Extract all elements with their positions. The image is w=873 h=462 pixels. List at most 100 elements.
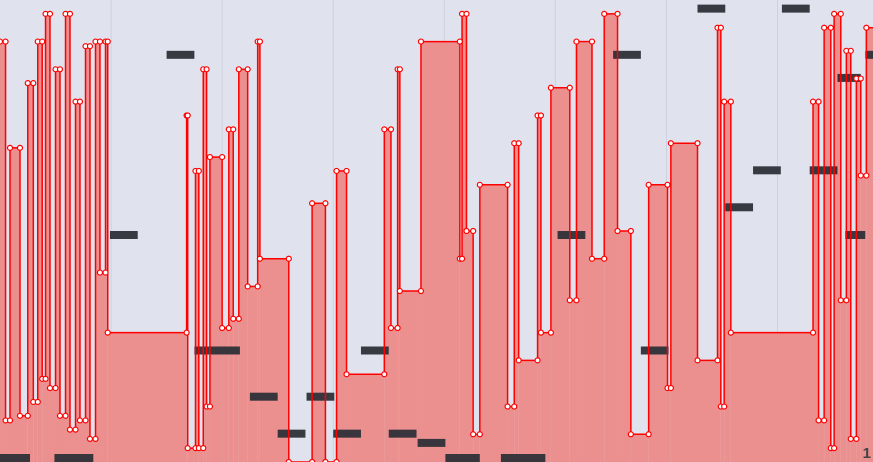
envelope-area [830, 448, 835, 462]
envelope-point [853, 435, 860, 442]
envelope-area [514, 143, 519, 462]
envelope-point [588, 255, 596, 262]
envelope-point [381, 126, 388, 133]
envelope-area [840, 300, 847, 462]
envelope-point [76, 417, 84, 424]
note [697, 4, 726, 13]
envelope-point [333, 167, 340, 175]
note [725, 203, 754, 212]
envelope-point [66, 10, 74, 17]
envelope-point [244, 283, 251, 290]
envelope-area [79, 420, 86, 462]
envelope-point [847, 435, 854, 442]
envelope-point [6, 144, 14, 151]
note [277, 429, 306, 438]
envelope-area [399, 291, 421, 462]
envelope-area [630, 434, 649, 462]
envelope-area [65, 13, 70, 462]
envelope-point [104, 329, 111, 336]
envelope-point [417, 287, 425, 295]
envelope-point [16, 412, 24, 419]
envelope-area [346, 374, 385, 462]
envelope-point [694, 357, 701, 364]
envelope-point [614, 227, 621, 235]
envelope-area [697, 360, 718, 462]
envelope-area [45, 13, 50, 462]
envelope-point [537, 329, 545, 336]
envelope-point [566, 84, 573, 91]
envelope-point [72, 426, 79, 433]
envelope-area [466, 231, 474, 462]
envelope-point [714, 357, 721, 364]
envelope-area [420, 41, 460, 462]
note [417, 438, 446, 447]
envelope-point [809, 329, 817, 336]
envelope-point [235, 66, 242, 73]
envelope-point [396, 66, 403, 73]
envelope-point [827, 24, 834, 31]
envelope-point [463, 227, 470, 235]
envelope-point [206, 403, 214, 410]
note [0, 454, 30, 462]
envelope-area [818, 420, 825, 462]
envelope-point [815, 417, 822, 424]
envelope-area [187, 448, 196, 462]
envelope-area [724, 101, 731, 462]
envelope-area [846, 50, 851, 462]
note [166, 50, 195, 59]
envelope-area [518, 360, 538, 462]
note [388, 429, 417, 438]
envelope-area [228, 129, 234, 462]
envelope-area [813, 101, 819, 462]
envelope-area [540, 332, 551, 462]
envelope-area [257, 41, 260, 462]
envelope-area [89, 438, 96, 462]
envelope-point [821, 417, 828, 424]
envelope-point [456, 38, 463, 45]
envelope-point [515, 140, 522, 147]
note [54, 454, 94, 462]
envelope-point [56, 66, 64, 73]
envelope-point [42, 375, 49, 382]
envelope-point [2, 38, 9, 45]
envelope-point [235, 315, 242, 322]
envelope-point [694, 140, 701, 147]
envelope-point [203, 66, 210, 73]
envelope-area [617, 231, 631, 462]
envelope-area [49, 388, 56, 462]
envelope-point [34, 398, 41, 406]
envelope-area [670, 143, 698, 462]
envelope-point [727, 98, 734, 105]
envelope-point [504, 403, 511, 410]
envelope-point [183, 329, 190, 336]
envelope-area [604, 13, 618, 462]
envelope-point [837, 297, 844, 304]
envelope-area [390, 328, 398, 462]
envelope-area [59, 415, 66, 462]
envelope-area [203, 69, 207, 462]
envelope-point [664, 181, 671, 188]
envelope-point [387, 324, 395, 332]
envelope-point [645, 431, 652, 438]
envelope-point [225, 324, 232, 332]
note [360, 346, 389, 355]
envelope-point [230, 315, 237, 322]
envelope-area [479, 184, 508, 462]
envelope-point [104, 38, 111, 45]
envelope-point [815, 98, 822, 105]
envelope-point [86, 43, 94, 50]
envelope-area [397, 69, 400, 462]
envelope-point [627, 227, 634, 235]
note [194, 346, 240, 355]
envelope-point [6, 417, 14, 424]
envelope-point [309, 458, 316, 462]
note [837, 73, 861, 82]
envelope-point [831, 10, 838, 17]
note [640, 346, 669, 355]
envelope-point [96, 38, 104, 45]
envelope-point [184, 112, 191, 119]
envelope-area [667, 388, 671, 462]
envelope-point [24, 80, 31, 87]
envelope-point [219, 153, 226, 161]
